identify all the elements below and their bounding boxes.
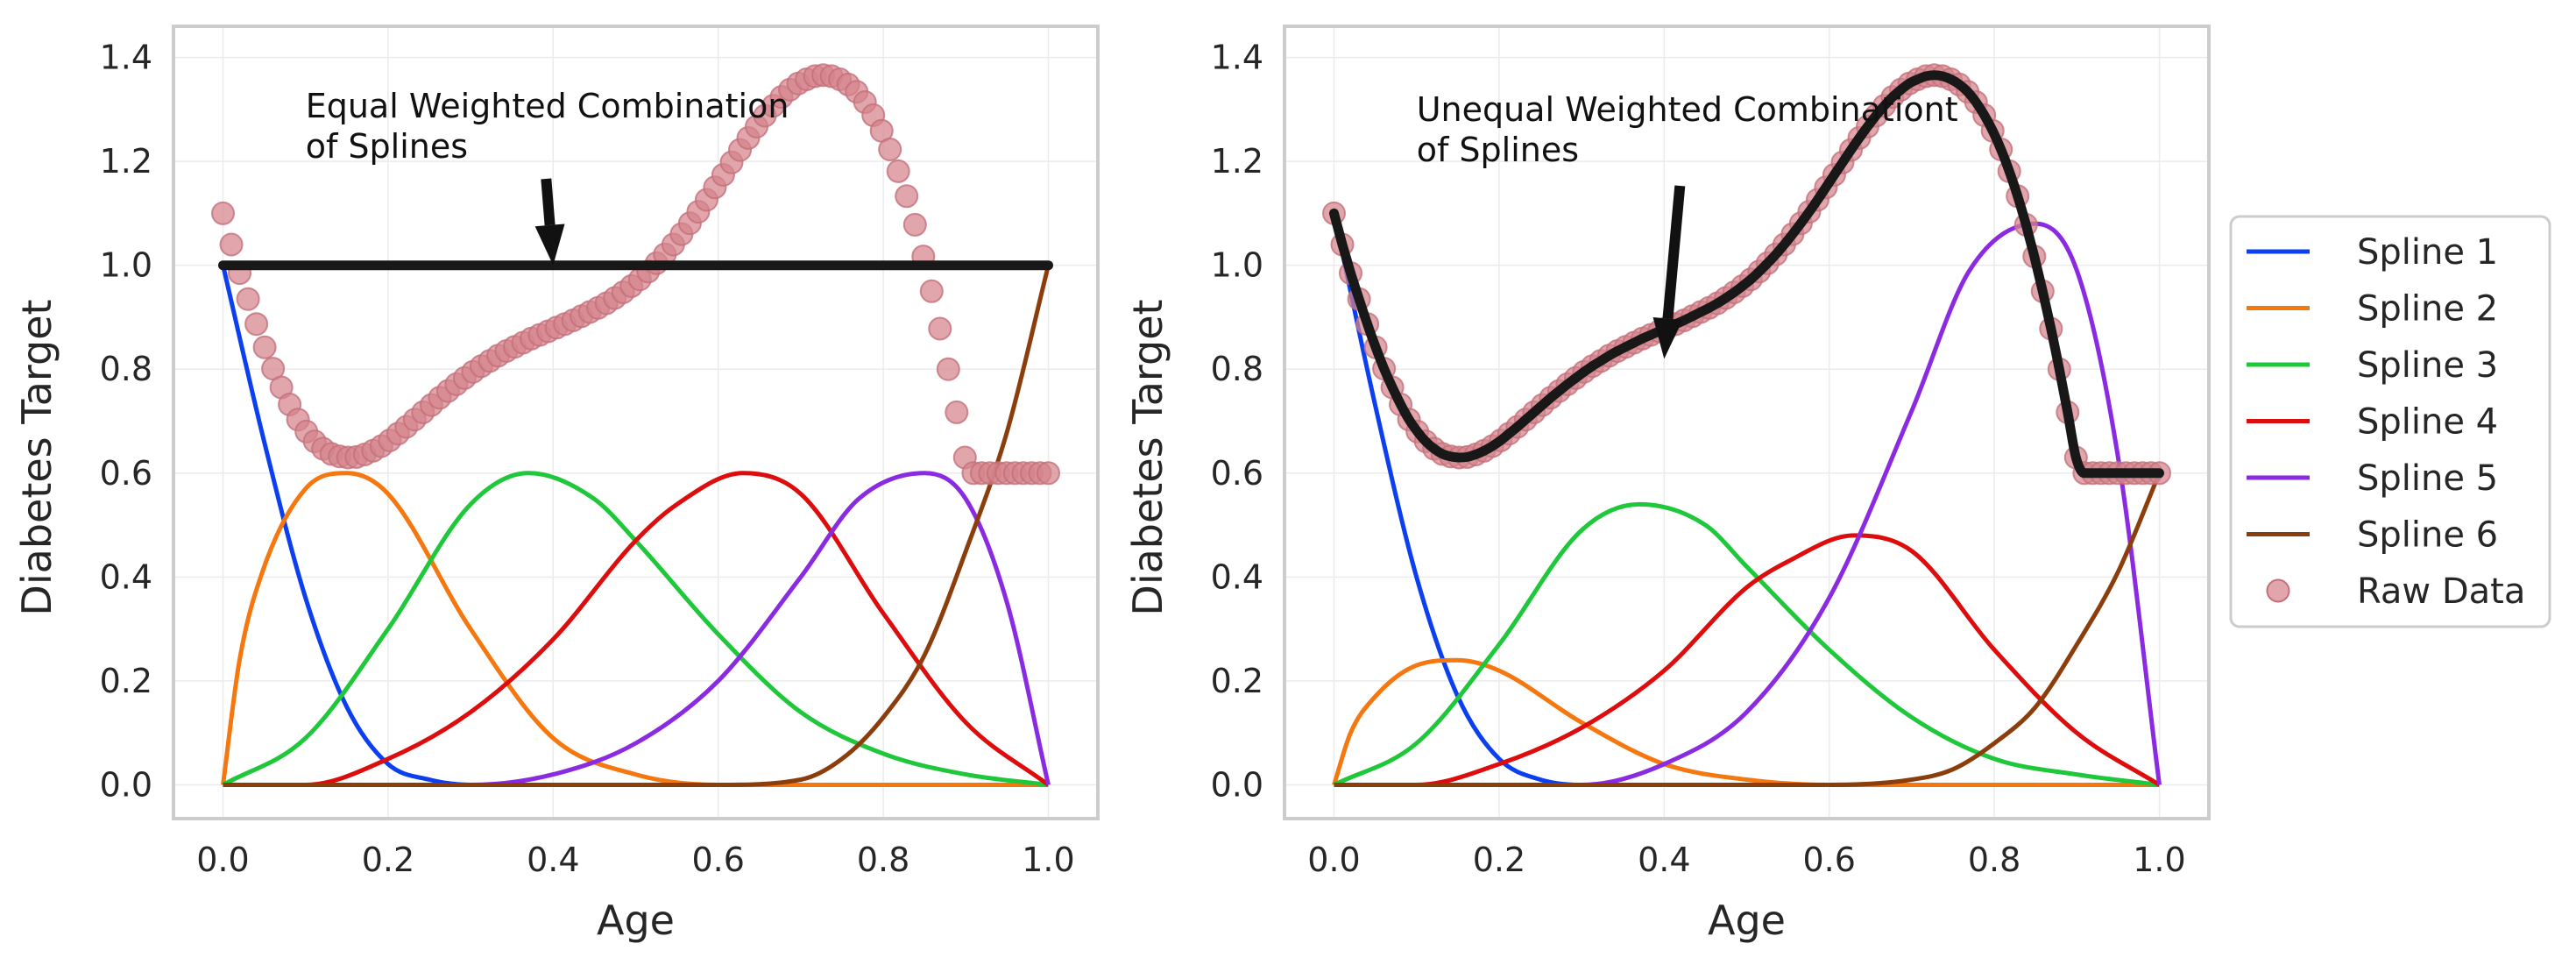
right-x-tick: 0.0 — [1307, 841, 1360, 879]
left-raw-data-point — [919, 279, 944, 303]
left-spline-4-line — [223, 471, 1051, 788]
legend-entry-spline-6: Spline 6 — [2247, 515, 2498, 556]
left-raw-data-point — [211, 201, 235, 225]
legend-label-spline-6: Spline 6 — [2357, 515, 2498, 556]
right-spline-2-line — [1332, 657, 2160, 788]
right-annotation-arrow-head — [1652, 317, 1683, 359]
left-y-tick: 0.0 — [100, 765, 152, 804]
left-spline-lines — [221, 265, 1051, 788]
left-x-tick: 1.0 — [1022, 841, 1074, 879]
left-raw-data-point — [895, 184, 919, 209]
left-raw-data-point — [219, 232, 244, 257]
left-plot-frame — [172, 25, 1100, 820]
left-y-tick: 0.6 — [100, 454, 152, 493]
left-x-tick: 0.6 — [691, 841, 744, 879]
left-annotation-arrow-head — [534, 223, 565, 266]
left-raw-data-point — [902, 212, 927, 237]
left-y-tick-labels: 0.0 0.2 0.4 0.6 0.8 1.0 1.2 1.4 — [100, 39, 152, 805]
right-x-tick: 0.8 — [1968, 841, 2020, 879]
right-combination-line — [1329, 70, 2164, 479]
left-x-tick: 0.0 — [196, 841, 249, 879]
right-combination-line-path — [1329, 70, 2164, 479]
right-spline-5-line — [1334, 221, 2162, 788]
left-raw-data-point — [928, 316, 952, 341]
legend-entry-spline-3: Spline 3 — [2247, 345, 2498, 386]
right-plot-frame — [1283, 25, 2211, 820]
right-x-axis-label: Age — [1708, 897, 1786, 944]
right-annotation: Unequal Weighted Combinationt of Splines — [1417, 90, 1958, 359]
left-annotation-line-2: of Splines — [306, 127, 468, 166]
left-x-axis-label: Age — [597, 897, 675, 944]
legend-entry-spline-2: Spline 2 — [2247, 289, 2498, 330]
right-x-tick: 0.4 — [1638, 841, 1690, 879]
right-spline-lines — [1332, 212, 2162, 788]
left-x-tick: 0.4 — [527, 841, 579, 879]
right-y-tick: 0.0 — [1211, 765, 1263, 804]
legend-label-spline-1: Spline 1 — [2357, 232, 2498, 273]
left-y-tick: 1.2 — [100, 142, 152, 181]
right-y-axis-label: Diabetes Target — [1124, 299, 1171, 615]
right-y-tick: 1.0 — [1211, 246, 1263, 285]
legend-entry-spline-1: Spline 1 — [2247, 232, 2498, 273]
left-chart-panel: Equal Weighted Combination of Splines 0.… — [13, 25, 1100, 944]
right-x-tick: 1.0 — [2133, 841, 2185, 879]
right-y-tick: 1.4 — [1211, 39, 1263, 77]
left-raw-data-point — [878, 138, 902, 161]
left-spline-6-line — [223, 265, 1051, 788]
legend-entry-raw-data: Raw Data — [2266, 571, 2525, 612]
legend-label-spline-2: Spline 2 — [2357, 289, 2498, 330]
legend: Spline 1 Spline 2 Spline 3 Spline 4 Spli… — [2229, 215, 2551, 628]
right-x-tick: 0.2 — [1473, 841, 1525, 879]
left-spline-3-line — [222, 471, 1049, 787]
left-y-tick: 0.4 — [100, 557, 152, 596]
right-chart-panel: Unequal Weighted Combinationt of Splines… — [1124, 25, 2211, 944]
right-annotation-arrow-shaft — [1662, 185, 1686, 320]
right-spline-4-line — [1334, 533, 2161, 788]
right-y-tick: 0.4 — [1211, 557, 1263, 596]
right-y-tick-labels: 0.0 0.2 0.4 0.6 0.8 1.0 1.2 1.4 — [1211, 39, 1263, 805]
left-raw-data-points — [211, 63, 1060, 486]
left-raw-data-point — [252, 335, 277, 359]
legend-label-spline-4: Spline 4 — [2357, 402, 2498, 443]
legend-entry-spline-5: Spline 5 — [2247, 458, 2498, 499]
right-x-tick-labels: 0.0 0.2 0.4 0.6 0.8 1.0 — [1307, 841, 2185, 879]
legend-entry-spline-4: Spline 4 — [2247, 402, 2498, 443]
right-x-tick: 0.6 — [1802, 841, 1855, 879]
right-spline-6-line — [1334, 472, 2162, 788]
left-x-tick: 0.2 — [362, 841, 414, 879]
legend-marker-raw-data — [2266, 578, 2290, 603]
left-x-tick-labels: 0.0 0.2 0.4 0.6 0.8 1.0 — [196, 841, 1074, 879]
left-raw-data-point — [236, 287, 260, 311]
right-y-tick: 0.6 — [1211, 454, 1263, 493]
right-annotation-line-2: of Splines — [1417, 131, 1579, 169]
left-y-axis-label: Diabetes Target — [13, 299, 60, 615]
right-plot-area — [1284, 26, 2209, 819]
right-y-tick: 0.8 — [1211, 350, 1263, 388]
left-annotation-line-1: Equal Weighted Combination — [306, 87, 789, 125]
left-annotation: Equal Weighted Combination of Splines — [306, 87, 789, 266]
right-y-tick: 0.2 — [1211, 662, 1263, 700]
left-raw-data-point — [945, 400, 969, 424]
left-x-tick: 0.8 — [857, 841, 909, 879]
legend-label-raw-data: Raw Data — [2357, 571, 2525, 612]
legend-label-spline-5: Spline 5 — [2357, 458, 2498, 499]
left-raw-data-point — [244, 312, 269, 337]
left-y-tick: 0.8 — [100, 350, 152, 388]
right-spline-3-line — [1333, 501, 2160, 787]
legend-box — [2229, 215, 2551, 628]
left-annotation-arrow-shaft — [541, 178, 556, 226]
right-y-tick: 1.2 — [1211, 142, 1263, 181]
legend-label-spline-3: Spline 3 — [2357, 345, 2498, 386]
right-annotation-line-1: Unequal Weighted Combinationt — [1417, 90, 1958, 129]
left-y-tick: 0.2 — [100, 662, 152, 700]
left-y-tick: 1.4 — [100, 39, 152, 77]
left-raw-data-point — [1037, 461, 1060, 486]
left-y-tick: 1.0 — [100, 246, 152, 285]
left-raw-data-point — [936, 357, 960, 381]
left-raw-data-point — [886, 159, 910, 183]
left-plot-area — [173, 26, 1098, 819]
